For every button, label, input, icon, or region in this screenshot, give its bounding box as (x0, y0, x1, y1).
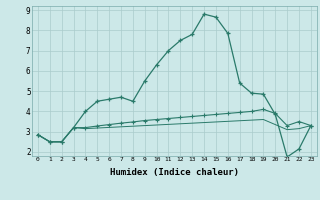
X-axis label: Humidex (Indice chaleur): Humidex (Indice chaleur) (110, 168, 239, 177)
